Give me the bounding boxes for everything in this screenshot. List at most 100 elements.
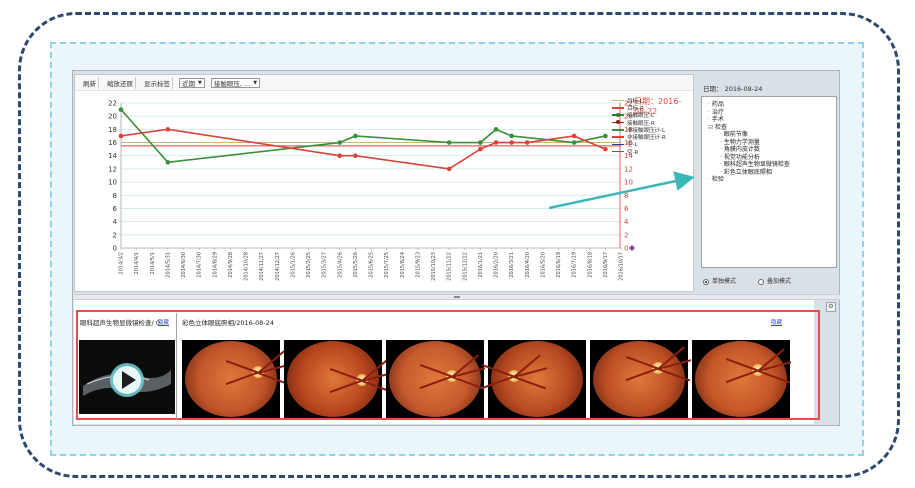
legend-swatch (612, 99, 624, 102)
series-point (478, 146, 483, 152)
range-select[interactable]: 近期 ▼ (179, 77, 205, 88)
y-tick-right: 12 (624, 165, 633, 173)
mode-overlay-label: 叠加模式 (767, 278, 792, 285)
series-point (353, 133, 358, 139)
tree-branch-icon: · (720, 168, 722, 176)
fundus-thumbnail[interactable] (590, 340, 692, 418)
reset-zoom-button[interactable]: 缩放还原 (105, 76, 136, 89)
tree-item-label: 视觉功能分析 (723, 153, 760, 161)
range-select-value: 近期 (182, 79, 195, 88)
legend-label: 空-L (627, 142, 638, 149)
tree-branch-icon: · (708, 176, 710, 183)
fundus-thumbnail[interactable] (386, 340, 486, 418)
x-tick-label: 2014/5/31 (165, 252, 171, 278)
fundus-section-title: 彩色立体眼底照相/2016-08-24 (182, 319, 274, 327)
x-tick-label: 2015/11/22 (447, 252, 453, 281)
x-tick-label: 2015/1/26 (290, 252, 296, 278)
legend-item[interactable]: 接触眼压-L (612, 112, 692, 119)
tree-branch-icon: · (720, 146, 722, 153)
tree-collapse-icon: ⊟ (708, 123, 714, 131)
legend-item[interactable]: 非接触眼压计-R (612, 133, 692, 141)
tree-child-item[interactable]: · 角膜内皮计数 (708, 146, 830, 154)
series-point (337, 140, 343, 145)
y-tick-right: 14 (624, 152, 633, 160)
chart-date-label: 日期：2016-08-22 (634, 97, 682, 116)
mode-selector: 单独模式 叠加模式 (703, 276, 835, 285)
x-tick-label: 2016/3/21 (509, 252, 515, 278)
tree-root-item[interactable]: · 手术 (708, 116, 830, 124)
tree-branch-icon: · (720, 138, 722, 146)
retina-image (185, 341, 277, 417)
x-tick-label: 2015/4/26 (337, 252, 343, 278)
x-tick-label: 2015/8/24 (400, 252, 406, 278)
tree-child-item[interactable]: · 眼科超声生物显微镜检查 (708, 161, 830, 169)
fundus-thumbnail[interactable] (182, 340, 292, 418)
series-point (603, 146, 608, 152)
x-tick-label: 2014/10/28 (244, 252, 250, 281)
x-tick-label: 2016/1/21 (478, 252, 484, 278)
show-labels-button[interactable]: 显示标签 (142, 76, 173, 89)
series-line (120, 128, 606, 170)
legend-item[interactable]: 目标-R (612, 104, 692, 112)
legend-item[interactable]: 空-L (612, 141, 692, 148)
panel-splitter[interactable] (74, 294, 840, 300)
metric-select[interactable]: 接触眼压, ... ▼ (210, 77, 261, 88)
legend-swatch (612, 136, 624, 138)
series-point (603, 133, 608, 139)
fundus-thumbnail[interactable] (692, 340, 792, 418)
tree-root-item[interactable]: · 检验 (708, 176, 830, 184)
y-tick-right: 20 (624, 113, 633, 121)
series-point (337, 153, 343, 159)
metric-select-value: 接触眼压, ... (213, 79, 251, 88)
tree-branch-icon: · (720, 131, 722, 138)
x-tick-label: 2015/3/27 (322, 252, 328, 278)
y-tick-left: 22 (108, 100, 117, 108)
x-tick-label: 2015/10/23 (431, 252, 437, 281)
axis-end-marker (629, 245, 635, 251)
chart-toolbar: 刷新 缩放还原 显示标签 近期 ▼ 接触眼压, ... ▼ (75, 75, 693, 91)
series-point (446, 140, 452, 145)
fundus-thumbnail[interactable] (284, 340, 396, 418)
tree-child-item[interactable]: · 彩色立体眼底照相 (708, 169, 830, 177)
series-point (446, 166, 452, 172)
tree-item-label: 角膜内皮计数 (723, 146, 760, 153)
ubm-hide-link[interactable]: 隐藏 (158, 320, 170, 326)
legend-item[interactable]: 非接触眼压计-L (612, 126, 692, 134)
y-tick-left: 20 (108, 113, 117, 121)
fundus-thumbnail[interactable] (481, 340, 586, 418)
tree-branch-icon: · (708, 101, 710, 108)
y-tick-left: 10 (108, 179, 117, 187)
mode-overlay-option[interactable]: 叠加模式 (758, 276, 791, 285)
tree-child-item[interactable]: · 视觉功能分析 (708, 154, 830, 162)
y-tick-left: 8 (113, 192, 117, 200)
side-date-label: 日期： 2016-08-24 (703, 85, 763, 93)
settings-icon[interactable]: ⚙ (826, 302, 836, 312)
retina-image (593, 341, 685, 417)
ubm-video-thumbnail[interactable] (79, 340, 175, 414)
tree-root-item[interactable]: · 治疗 (708, 109, 830, 117)
radio-unchecked-icon (758, 278, 765, 285)
series-point (493, 140, 499, 145)
refresh-button[interactable]: 刷新 (81, 76, 99, 89)
play-icon (79, 340, 175, 414)
legend-item[interactable]: 目标-L (612, 97, 692, 105)
tree-child-item[interactable]: · 生物力学测量 (708, 139, 830, 147)
series-point (571, 133, 577, 139)
tree-root-item[interactable]: · 药品 (708, 101, 830, 109)
legend-item[interactable]: 空-R (612, 148, 692, 156)
tree-root-item[interactable]: ⊟ 检查 (708, 124, 830, 132)
fundus-hide-link[interactable]: 隐藏 (771, 320, 783, 326)
x-tick-label: 2015/12/22 (462, 252, 468, 281)
tree-item-label: 检查 (715, 123, 728, 131)
legend-item[interactable]: 接触眼压-R (612, 119, 692, 127)
mode-single-option[interactable]: 单独模式 (703, 276, 736, 285)
legend-label: 接触眼压-L (627, 113, 655, 120)
tree-child-item[interactable]: · 眼前节像 (708, 131, 830, 139)
y-tick-left: 16 (108, 139, 117, 147)
tree-branch-icon: · (708, 108, 710, 116)
x-tick-label: 2016/4/20 (525, 252, 531, 278)
tree-item-label: 眼科超声生物显微镜检查 (723, 161, 790, 168)
series-point (353, 153, 358, 159)
retina-image (695, 341, 787, 417)
legend-label: 空-R (627, 149, 639, 156)
